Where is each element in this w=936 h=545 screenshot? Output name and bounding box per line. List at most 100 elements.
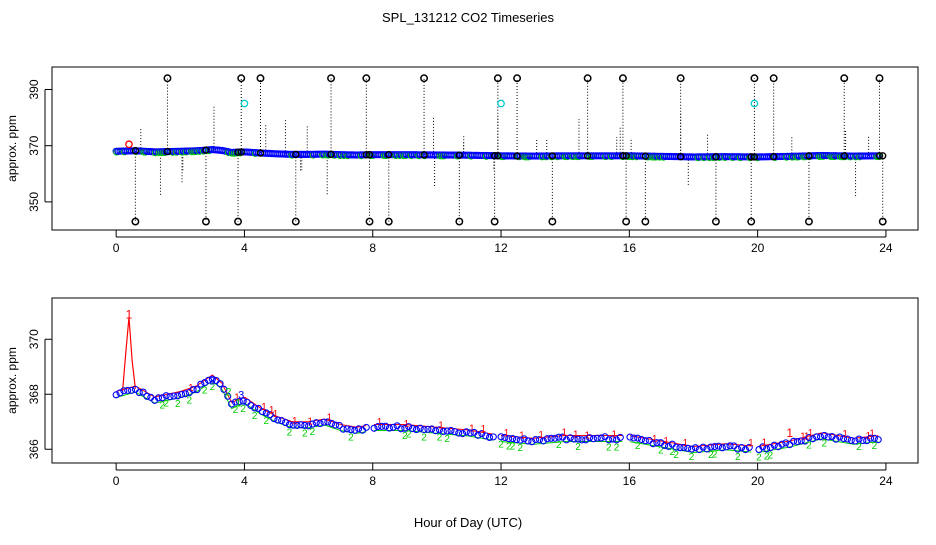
data-point — [237, 148, 245, 156]
series-label: 1 — [748, 438, 754, 449]
series-label: 1 — [269, 405, 275, 416]
series-label: 2 — [822, 438, 828, 449]
data-point — [159, 149, 167, 157]
data-point — [583, 152, 592, 160]
red-series-line — [121, 317, 136, 392]
data-point — [370, 424, 378, 432]
data-point — [251, 404, 259, 412]
data-point — [228, 400, 236, 408]
data-point — [231, 398, 240, 406]
data-point — [392, 152, 400, 160]
data-point — [170, 392, 178, 400]
data-point — [721, 154, 729, 162]
data-point — [840, 152, 848, 160]
data-point — [524, 437, 532, 445]
data-point — [676, 153, 685, 161]
data-point — [589, 435, 597, 443]
data-point — [143, 392, 151, 400]
x-tick-label: 0 — [113, 474, 120, 488]
data-point — [575, 153, 583, 161]
series-label: 2 — [421, 433, 427, 444]
data-point — [489, 433, 497, 441]
data-point — [824, 433, 832, 441]
data-point — [432, 427, 440, 435]
outlier-point — [747, 217, 756, 226]
data-point — [622, 152, 630, 160]
series-label: 2 — [670, 447, 676, 458]
series-label: 2 — [348, 433, 354, 444]
data-point — [266, 411, 274, 419]
data-point — [561, 153, 569, 161]
data-point — [497, 433, 505, 441]
data-point — [120, 148, 128, 156]
data-point — [309, 151, 317, 159]
data-point — [722, 443, 730, 451]
data-point — [664, 442, 673, 450]
data-point — [197, 380, 205, 388]
x-tick-label: 8 — [369, 474, 376, 488]
data-point — [641, 437, 649, 445]
data-point — [385, 150, 393, 159]
series-label: 1 — [292, 416, 298, 427]
x-tick-label: 20 — [751, 474, 765, 488]
data-point — [328, 419, 336, 427]
data-point — [605, 436, 613, 444]
series-label: 1 — [842, 429, 848, 440]
x-tick-label: 16 — [623, 241, 637, 255]
data-point — [747, 153, 755, 161]
series-label: 2 — [498, 440, 504, 451]
series-label: 2 — [252, 411, 258, 422]
data-point — [688, 445, 696, 453]
x-tick-label: 24 — [879, 474, 893, 488]
data-point — [216, 380, 224, 388]
data-point — [424, 425, 432, 433]
outlier-point — [840, 74, 849, 83]
outlier-point — [676, 74, 685, 83]
data-point — [412, 426, 420, 434]
data-point — [389, 423, 397, 431]
series-label: 1 — [762, 437, 768, 448]
data-point — [162, 392, 170, 400]
series-label: 2 — [872, 441, 878, 452]
data-point — [805, 433, 813, 442]
data-point — [672, 443, 680, 451]
outlier-point — [490, 217, 499, 226]
data-point — [397, 425, 405, 433]
red-label: 1 — [126, 308, 133, 322]
data-point — [124, 386, 132, 394]
plot-frame — [51, 66, 919, 231]
data-point — [676, 444, 684, 452]
series-label: 1 — [273, 409, 279, 420]
data-point — [539, 437, 547, 445]
outlier-point — [622, 217, 631, 226]
data-point — [380, 152, 388, 160]
series-label: 1 — [469, 423, 475, 434]
data-point — [335, 421, 343, 429]
data-point — [582, 436, 590, 444]
data-point — [555, 433, 563, 441]
series-label: 2 — [444, 434, 450, 445]
series-label: 2 — [163, 399, 169, 410]
data-point — [351, 426, 359, 434]
outlier-point — [256, 74, 265, 83]
outlier-point — [769, 74, 778, 83]
x-tick-label: 4 — [241, 241, 248, 255]
data-point — [691, 444, 699, 452]
data-point — [797, 437, 805, 445]
data-point — [782, 439, 790, 447]
data-point — [763, 445, 771, 453]
data-point — [609, 435, 617, 443]
data-point — [551, 434, 559, 442]
outlier-point — [804, 217, 813, 226]
data-point — [428, 425, 436, 433]
data-point — [574, 435, 582, 443]
data-point — [382, 422, 390, 430]
data-point — [852, 153, 860, 161]
data-point — [447, 426, 455, 435]
outlier-point — [583, 74, 592, 83]
data-point — [607, 153, 615, 161]
data-point — [593, 434, 601, 442]
red-label: 1 — [786, 426, 793, 440]
outlier-point — [641, 217, 650, 226]
